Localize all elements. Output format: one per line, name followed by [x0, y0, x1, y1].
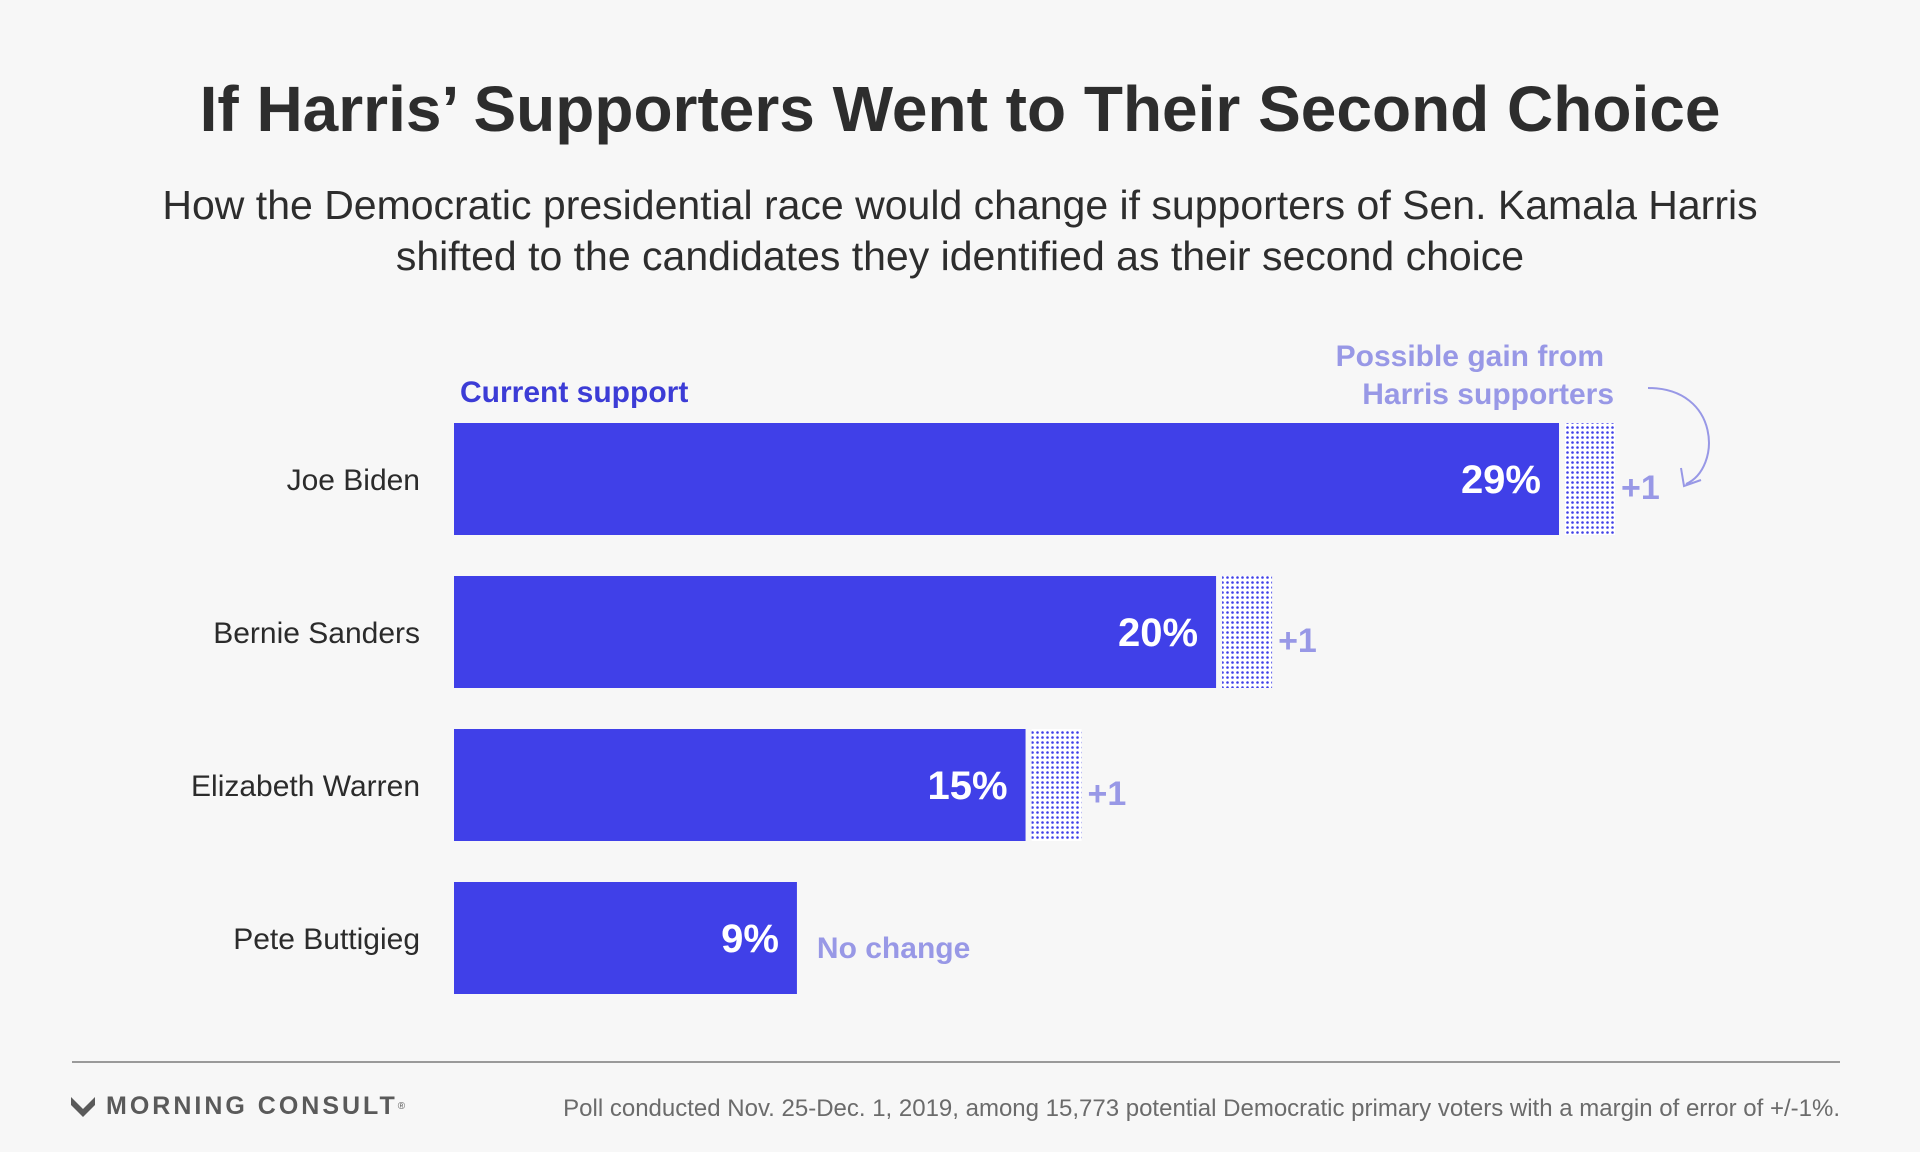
chart-subtitle: How the Democratic presidential race wou… — [162, 182, 1758, 279]
brand-logo: MORNING CONSULT ® — [70, 1092, 405, 1121]
brand-name: MORNING CONSULT — [106, 1092, 398, 1120]
bar-possible-gain — [1031, 729, 1082, 841]
legend-arrow-curve — [1647, 387, 1710, 485]
bar-current-support — [454, 576, 1217, 688]
morning-consult-mark-icon — [71, 1096, 95, 1117]
legend-current-support: Current support — [460, 376, 688, 409]
gain-label: +1 — [1278, 622, 1317, 660]
gain-label: +1 — [1088, 775, 1127, 813]
bar-value-label: 29% — [1461, 458, 1541, 502]
category-label: Joe Biden — [287, 464, 420, 497]
bar-possible-gain — [1222, 576, 1273, 688]
bar-current-support — [454, 423, 1559, 535]
bar-possible-gain — [1565, 423, 1615, 535]
category-label: Bernie Sanders — [213, 617, 420, 650]
category-label: Elizabeth Warren — [191, 770, 420, 803]
brand-registered-mark: ® — [397, 1101, 406, 1112]
category-label: Pete Buttigieg — [233, 923, 420, 956]
chart-title: If Harris’ Supporters Went to Their Seco… — [199, 73, 1721, 145]
poll-footnote: Poll conducted Nov. 25-Dec. 1, 2019, amo… — [563, 1095, 1840, 1122]
gain-label: No change — [817, 932, 970, 965]
legend-gain-line1: Possible gain from — [1336, 340, 1604, 373]
footer-divider — [72, 1061, 1840, 1063]
bar-value-label: 15% — [927, 764, 1007, 808]
legend-arrow-head — [1680, 467, 1702, 488]
bar-current-support — [454, 882, 797, 994]
gain-label: +1 — [1621, 469, 1660, 507]
legend-gain-line2: Harris supporters — [1362, 378, 1614, 411]
bar-value-label: 9% — [721, 917, 779, 961]
bar-value-label: 20% — [1118, 611, 1198, 655]
bar-current-support — [454, 729, 1026, 841]
